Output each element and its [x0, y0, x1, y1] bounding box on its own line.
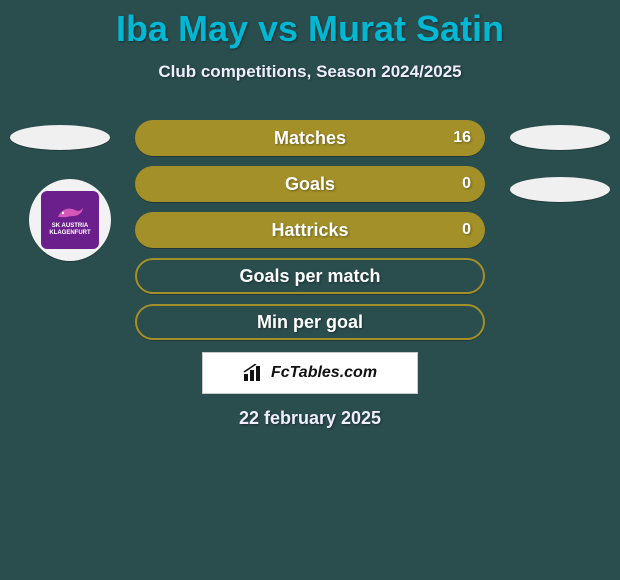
stat-row-goals-per-match: Goals per match [135, 258, 485, 294]
stat-label: Min per goal [257, 312, 363, 333]
stat-value: 16 [453, 129, 471, 147]
stat-label: Goals per match [239, 266, 380, 287]
date-text: 22 february 2025 [135, 408, 485, 429]
stat-value: 0 [462, 175, 471, 193]
stat-row-matches: Matches 16 [135, 120, 485, 156]
player-photo-right-2 [510, 177, 610, 202]
stat-row-goals: Goals 0 [135, 166, 485, 202]
bar-chart-icon [243, 364, 265, 382]
page-title: Iba May vs Murat Satin [0, 0, 620, 50]
club-logo: SK AUSTRIA KLAGENFURT [29, 179, 111, 261]
stat-label: Goals [285, 174, 335, 195]
subtitle: Club competitions, Season 2024/2025 [0, 62, 620, 82]
stat-row-min-per-goal: Min per goal [135, 304, 485, 340]
attribution-box: FcTables.com [202, 352, 418, 394]
stat-label: Matches [274, 128, 346, 149]
stats-panel: Matches 16 Goals 0 Hattricks 0 Goals per… [135, 120, 485, 429]
player-photo-left [10, 125, 110, 150]
stat-value: 0 [462, 221, 471, 239]
club-logo-line2: KLAGENFURT [49, 230, 90, 237]
player-photo-right-1 [510, 125, 610, 150]
club-logo-line1: SK AUSTRIA [52, 223, 88, 230]
attribution-text: FcTables.com [271, 364, 377, 382]
club-logo-inner: SK AUSTRIA KLAGENFURT [41, 191, 99, 249]
stat-label: Hattricks [271, 220, 348, 241]
stat-row-hattricks: Hattricks 0 [135, 212, 485, 248]
dragon-icon [55, 203, 85, 221]
